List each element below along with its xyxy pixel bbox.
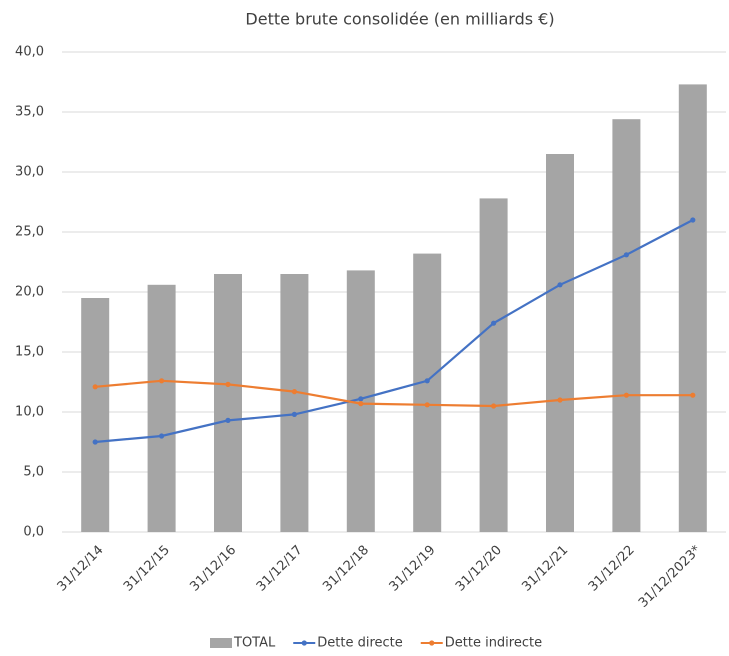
point — [358, 396, 364, 402]
point — [690, 217, 696, 223]
point — [424, 378, 430, 384]
y-tick-label: 20,0 — [15, 285, 44, 300]
line — [95, 379, 693, 408]
y-tick-label: 15,0 — [15, 345, 44, 360]
legend-label: TOTAL — [233, 636, 276, 651]
bar — [479, 198, 508, 532]
point — [358, 401, 364, 407]
bar — [280, 274, 309, 532]
y-tick-label: 10,0 — [15, 405, 44, 420]
point — [690, 392, 696, 398]
y-tick-label: 5,0 — [23, 465, 44, 480]
chart-title: Dette brute consolidée (en milliards €) — [245, 10, 554, 29]
bar — [81, 298, 110, 532]
legend-label: Dette directe — [317, 636, 403, 651]
bar — [612, 119, 641, 532]
x-tick-label: 31/12/20 — [453, 543, 505, 595]
y-tick-label: 30,0 — [15, 165, 44, 180]
x-tick-label: 31/12/17 — [254, 543, 306, 595]
point — [623, 392, 630, 398]
x-tick-label: 31/12/2023* — [636, 542, 705, 611]
y-tick-label: 0,0 — [23, 525, 44, 540]
bar — [214, 274, 242, 532]
legend-swatch — [301, 640, 307, 646]
line — [95, 219, 694, 444]
bar — [147, 284, 176, 532]
point — [424, 402, 430, 408]
x-tick-label: 31/12/21 — [519, 543, 571, 595]
legend-label: Dette indirecte — [445, 636, 542, 651]
bar — [413, 253, 442, 532]
point — [159, 378, 165, 384]
y-tick-label: 35,0 — [15, 105, 44, 120]
x-tick-label: 31/12/18 — [320, 543, 372, 595]
legend-swatch — [210, 638, 232, 648]
point — [623, 252, 630, 258]
legend-swatch — [429, 640, 435, 646]
point — [291, 389, 297, 395]
point — [491, 320, 497, 326]
point — [557, 397, 563, 403]
x-tick-label: 31/12/19 — [387, 543, 439, 595]
point — [225, 381, 231, 387]
point — [557, 282, 563, 288]
y-tick-label: 25,0 — [15, 225, 44, 240]
x-tick-label: 31/12/16 — [187, 543, 239, 595]
x-tick-label: 31/12/15 — [121, 543, 173, 595]
x-tick-label: 31/12/22 — [586, 543, 638, 595]
point — [92, 384, 98, 390]
bar — [678, 84, 707, 533]
y-tick-label: 40,0 — [15, 45, 44, 60]
point — [159, 433, 165, 439]
point — [225, 417, 231, 423]
point — [92, 439, 98, 445]
x-tick-label: 31/12/14 — [55, 543, 107, 595]
bar — [546, 154, 574, 532]
point — [291, 411, 297, 417]
point — [491, 403, 497, 409]
